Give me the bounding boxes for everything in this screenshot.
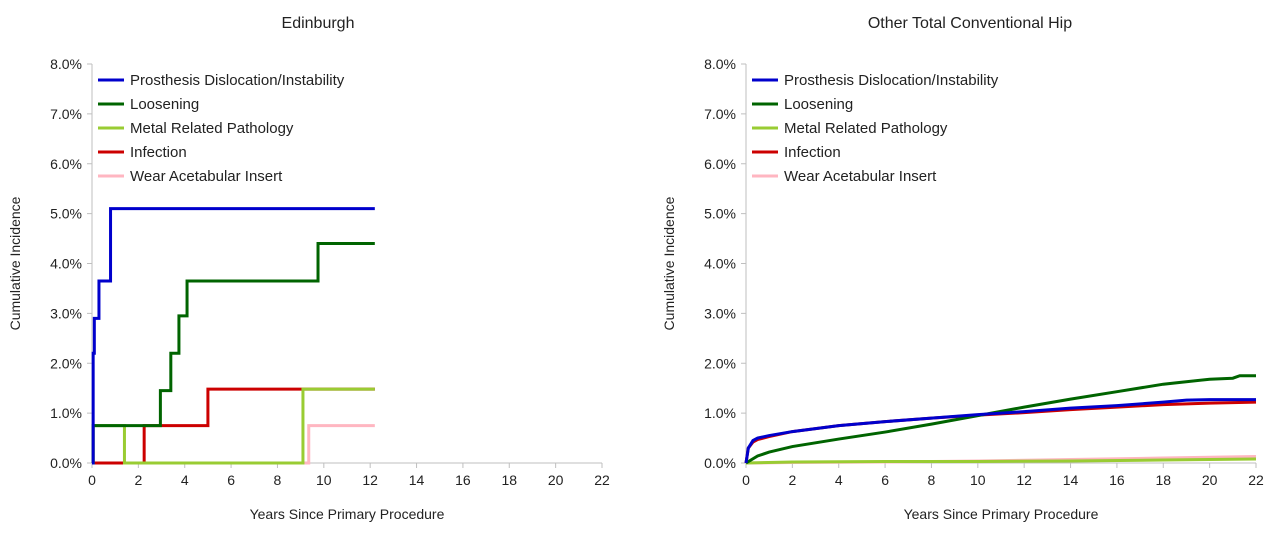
legend-label-2: Loosening (130, 96, 199, 113)
y-tick-label: 6.0% (704, 156, 736, 172)
y-tick-label: 6.0% (50, 156, 82, 172)
x-axis-label: Years Since Primary Procedure (250, 506, 445, 522)
legend-label-4: Infection (784, 144, 841, 161)
legend-label-4: Infection (130, 144, 187, 161)
y-tick-label: 8.0% (704, 56, 736, 72)
y-tick-label: 5.0% (704, 206, 736, 222)
x-tick-label: 16 (1109, 472, 1125, 488)
legend-label-3: Metal Related Pathology (130, 120, 294, 137)
series-line-5 (92, 424, 375, 465)
x-tick-label: 14 (1063, 472, 1079, 488)
legend-label-5: Wear Acetabular Insert (130, 168, 283, 185)
x-tick-label: 16 (455, 472, 471, 488)
legend-label-1: Prosthesis Dislocation/Instability (784, 72, 999, 89)
x-tick-label: 12 (362, 472, 378, 488)
y-axis-label: Cumulative Incidence (7, 196, 23, 330)
chart-title: Edinburgh (282, 15, 355, 32)
x-tick-label: 0 (742, 472, 750, 488)
y-tick-label: 8.0% (50, 56, 82, 72)
x-tick-label: 4 (181, 472, 189, 488)
legend-label-2: Loosening (784, 96, 853, 113)
legend-label-1: Prosthesis Dislocation/Instability (130, 72, 345, 89)
x-tick-label: 14 (409, 472, 425, 488)
x-tick-label: 6 (881, 472, 889, 488)
x-tick-label: 2 (788, 472, 796, 488)
x-tick-label: 0 (88, 472, 96, 488)
x-tick-label: 10 (970, 472, 986, 488)
legend: Prosthesis Dislocation/Instability Loosen… (752, 72, 999, 185)
series-line-2 (91, 242, 375, 465)
series-line-1 (744, 398, 1256, 464)
y-axis-label: Cumulative Incidence (661, 196, 677, 330)
x-tick-label: 22 (1248, 472, 1264, 488)
y-tick-label: 5.0% (50, 206, 82, 222)
x-tick-label: 2 (134, 472, 142, 488)
y-tick-label: 1.0% (704, 405, 736, 421)
x-tick-label: 20 (1202, 472, 1218, 488)
series-line-2 (745, 374, 1256, 465)
y-tick-label: 7.0% (50, 106, 82, 122)
chart-panel-1: Edinburgh 0.0% 1.0% 2.0% 3.0% 4.0% 5.0% 6.0% 7.0… (7, 15, 610, 522)
y-tick-label: 7.0% (704, 106, 736, 122)
y-tick-label: 0.0% (704, 455, 736, 471)
x-tick-label: 20 (548, 472, 564, 488)
x-tick-label: 12 (1016, 472, 1032, 488)
y-tick-label: 4.0% (50, 256, 82, 272)
y-tick-label: 3.0% (50, 305, 82, 321)
y-tick-label: 0.0% (50, 455, 82, 471)
legend-label-5: Wear Acetabular Insert (784, 168, 937, 185)
y-tick-label: 1.0% (50, 405, 82, 421)
chart-panel-2: Other Total Conventional Hip 0.0% 1.0% 2.0%… (661, 15, 1264, 522)
x-tick-label: 22 (594, 472, 610, 488)
x-tick-label: 10 (316, 472, 332, 488)
legend: Prosthesis Dislocation/Instability Loosen… (98, 72, 345, 185)
series-line-3 (745, 457, 1257, 465)
y-tick-label: 2.0% (50, 355, 82, 371)
x-tick-label: 6 (227, 472, 235, 488)
y-tick-label: 2.0% (704, 355, 736, 371)
y-tick-label: 3.0% (704, 305, 736, 321)
x-tick-label: 8 (274, 472, 282, 488)
series-line-1 (91, 207, 375, 465)
x-axis-label: Years Since Primary Procedure (904, 506, 1099, 522)
chart-title: Other Total Conventional Hip (868, 15, 1072, 32)
y-tick-label: 4.0% (704, 256, 736, 272)
x-tick-label: 8 (928, 472, 936, 488)
x-tick-label: 18 (1155, 472, 1171, 488)
x-tick-label: 4 (835, 472, 843, 488)
x-tick-label: 18 (501, 472, 517, 488)
legend-label-3: Metal Related Pathology (784, 120, 948, 137)
